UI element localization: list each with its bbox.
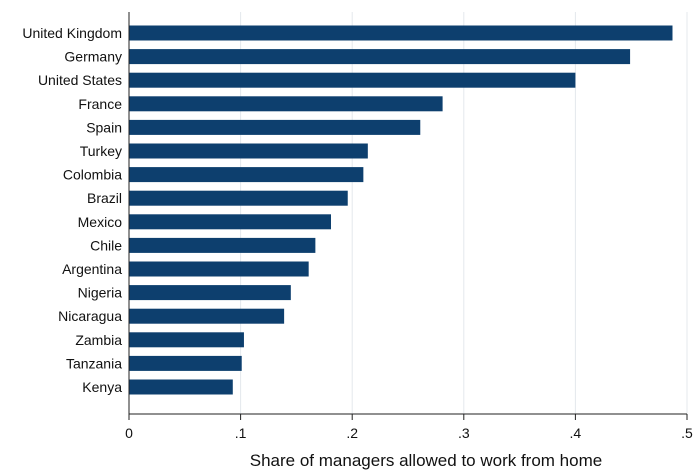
bar [129, 379, 233, 395]
category-label: Nicaragua [58, 308, 122, 324]
category-label: Tanzania [66, 355, 122, 371]
bar [129, 285, 291, 301]
x-axis-title: Share of managers allowed to work from h… [250, 451, 602, 470]
gridlines [240, 12, 688, 414]
x-tick-label: .1 [235, 425, 247, 441]
bar [129, 72, 576, 88]
category-label: Turkey [80, 143, 122, 159]
bar [129, 119, 421, 135]
category-labels: United Kingdom Germany United States France… [22, 25, 122, 395]
x-tick-label: .3 [458, 425, 470, 441]
bar [129, 25, 673, 41]
category-label: Spain [86, 119, 122, 135]
category-label: Zambia [75, 332, 122, 348]
bar [129, 143, 368, 159]
category-label: United Kingdom [22, 25, 122, 41]
category-label: Colombia [63, 167, 122, 183]
category-label: France [78, 96, 122, 112]
category-label: United States [38, 72, 122, 88]
category-label: Nigeria [78, 285, 123, 301]
bar [129, 96, 443, 112]
bar [129, 49, 631, 65]
category-label: Kenya [82, 379, 122, 395]
x-tick-label: .4 [570, 425, 582, 441]
bar [129, 261, 309, 277]
category-label: Chile [90, 237, 122, 253]
bar [129, 355, 242, 371]
bar [129, 237, 316, 253]
x-tick-label: .5 [681, 425, 693, 441]
category-label: Brazil [87, 190, 122, 206]
bar [129, 308, 285, 324]
category-label: Germany [64, 49, 122, 65]
category-label: Mexico [78, 214, 123, 230]
bar [129, 190, 348, 206]
bar [129, 167, 364, 183]
bar [129, 214, 331, 230]
x-tick-label: .2 [346, 425, 358, 441]
bar [129, 332, 244, 348]
x-ticks: 0 .1 .2 .3 .4 .5 [125, 414, 693, 441]
x-tick-label: 0 [125, 425, 133, 441]
bars [129, 25, 673, 395]
category-label: Argentina [62, 261, 122, 277]
